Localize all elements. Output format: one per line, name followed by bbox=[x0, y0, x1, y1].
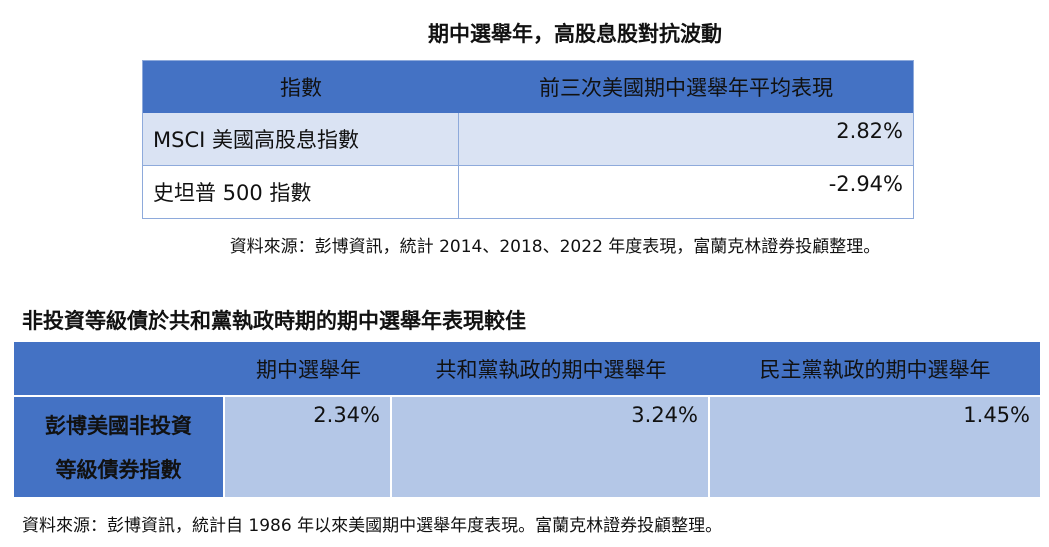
header-cell: 共和黨執政的期中選舉年 bbox=[435, 357, 667, 382]
row-label: MSCI 美國高股息指數 bbox=[143, 113, 459, 166]
table2-source: 資料來源：彭博資訊，統計自 1986 年以來美國期中選舉年度表現。富蘭克林證券投… bbox=[22, 516, 723, 536]
header-cell: 前三次美國期中選舉年平均表現 bbox=[459, 61, 913, 113]
value-cell: 2.82% bbox=[459, 113, 913, 166]
row-label-line: 等級債券指數 bbox=[55, 458, 182, 482]
table1-title: 期中選舉年，高股息股對抗波動 bbox=[428, 22, 722, 46]
row-label-line: 彭博美國非投資 bbox=[45, 414, 192, 438]
value-cell: 1.45% bbox=[710, 397, 1040, 497]
table1: 指數 前三次美國期中選舉年平均表現 MSCI 美國高股息指數 2.82% 史坦普… bbox=[142, 60, 914, 219]
header-cell: 期中選舉年 bbox=[256, 357, 361, 382]
row-label: 史坦普 500 指數 bbox=[143, 166, 459, 218]
value-cell: 3.24% bbox=[392, 397, 708, 497]
table2-title: 非投資等級債於共和黨執政時期的期中選舉年表現較佳 bbox=[22, 309, 526, 333]
value-cell: -2.94% bbox=[828, 172, 903, 196]
header-cell: 民主黨執政的期中選舉年 bbox=[759, 357, 991, 382]
header-cell: 指數 bbox=[143, 61, 459, 113]
header-row bbox=[14, 342, 1040, 395]
row-label: 彭博美國非投資 等級債券指數 bbox=[14, 397, 223, 497]
value-cell: 2.34% bbox=[225, 397, 390, 497]
table2: 期中選舉年 共和黨執政的期中選舉年 民主黨執政的期中選舉年 彭博美國非投資 等級… bbox=[14, 342, 1040, 497]
table1-source: 資料來源：彭博資訊，統計 2014、2018、2022 年度表現，富蘭克林證券投… bbox=[229, 237, 881, 257]
